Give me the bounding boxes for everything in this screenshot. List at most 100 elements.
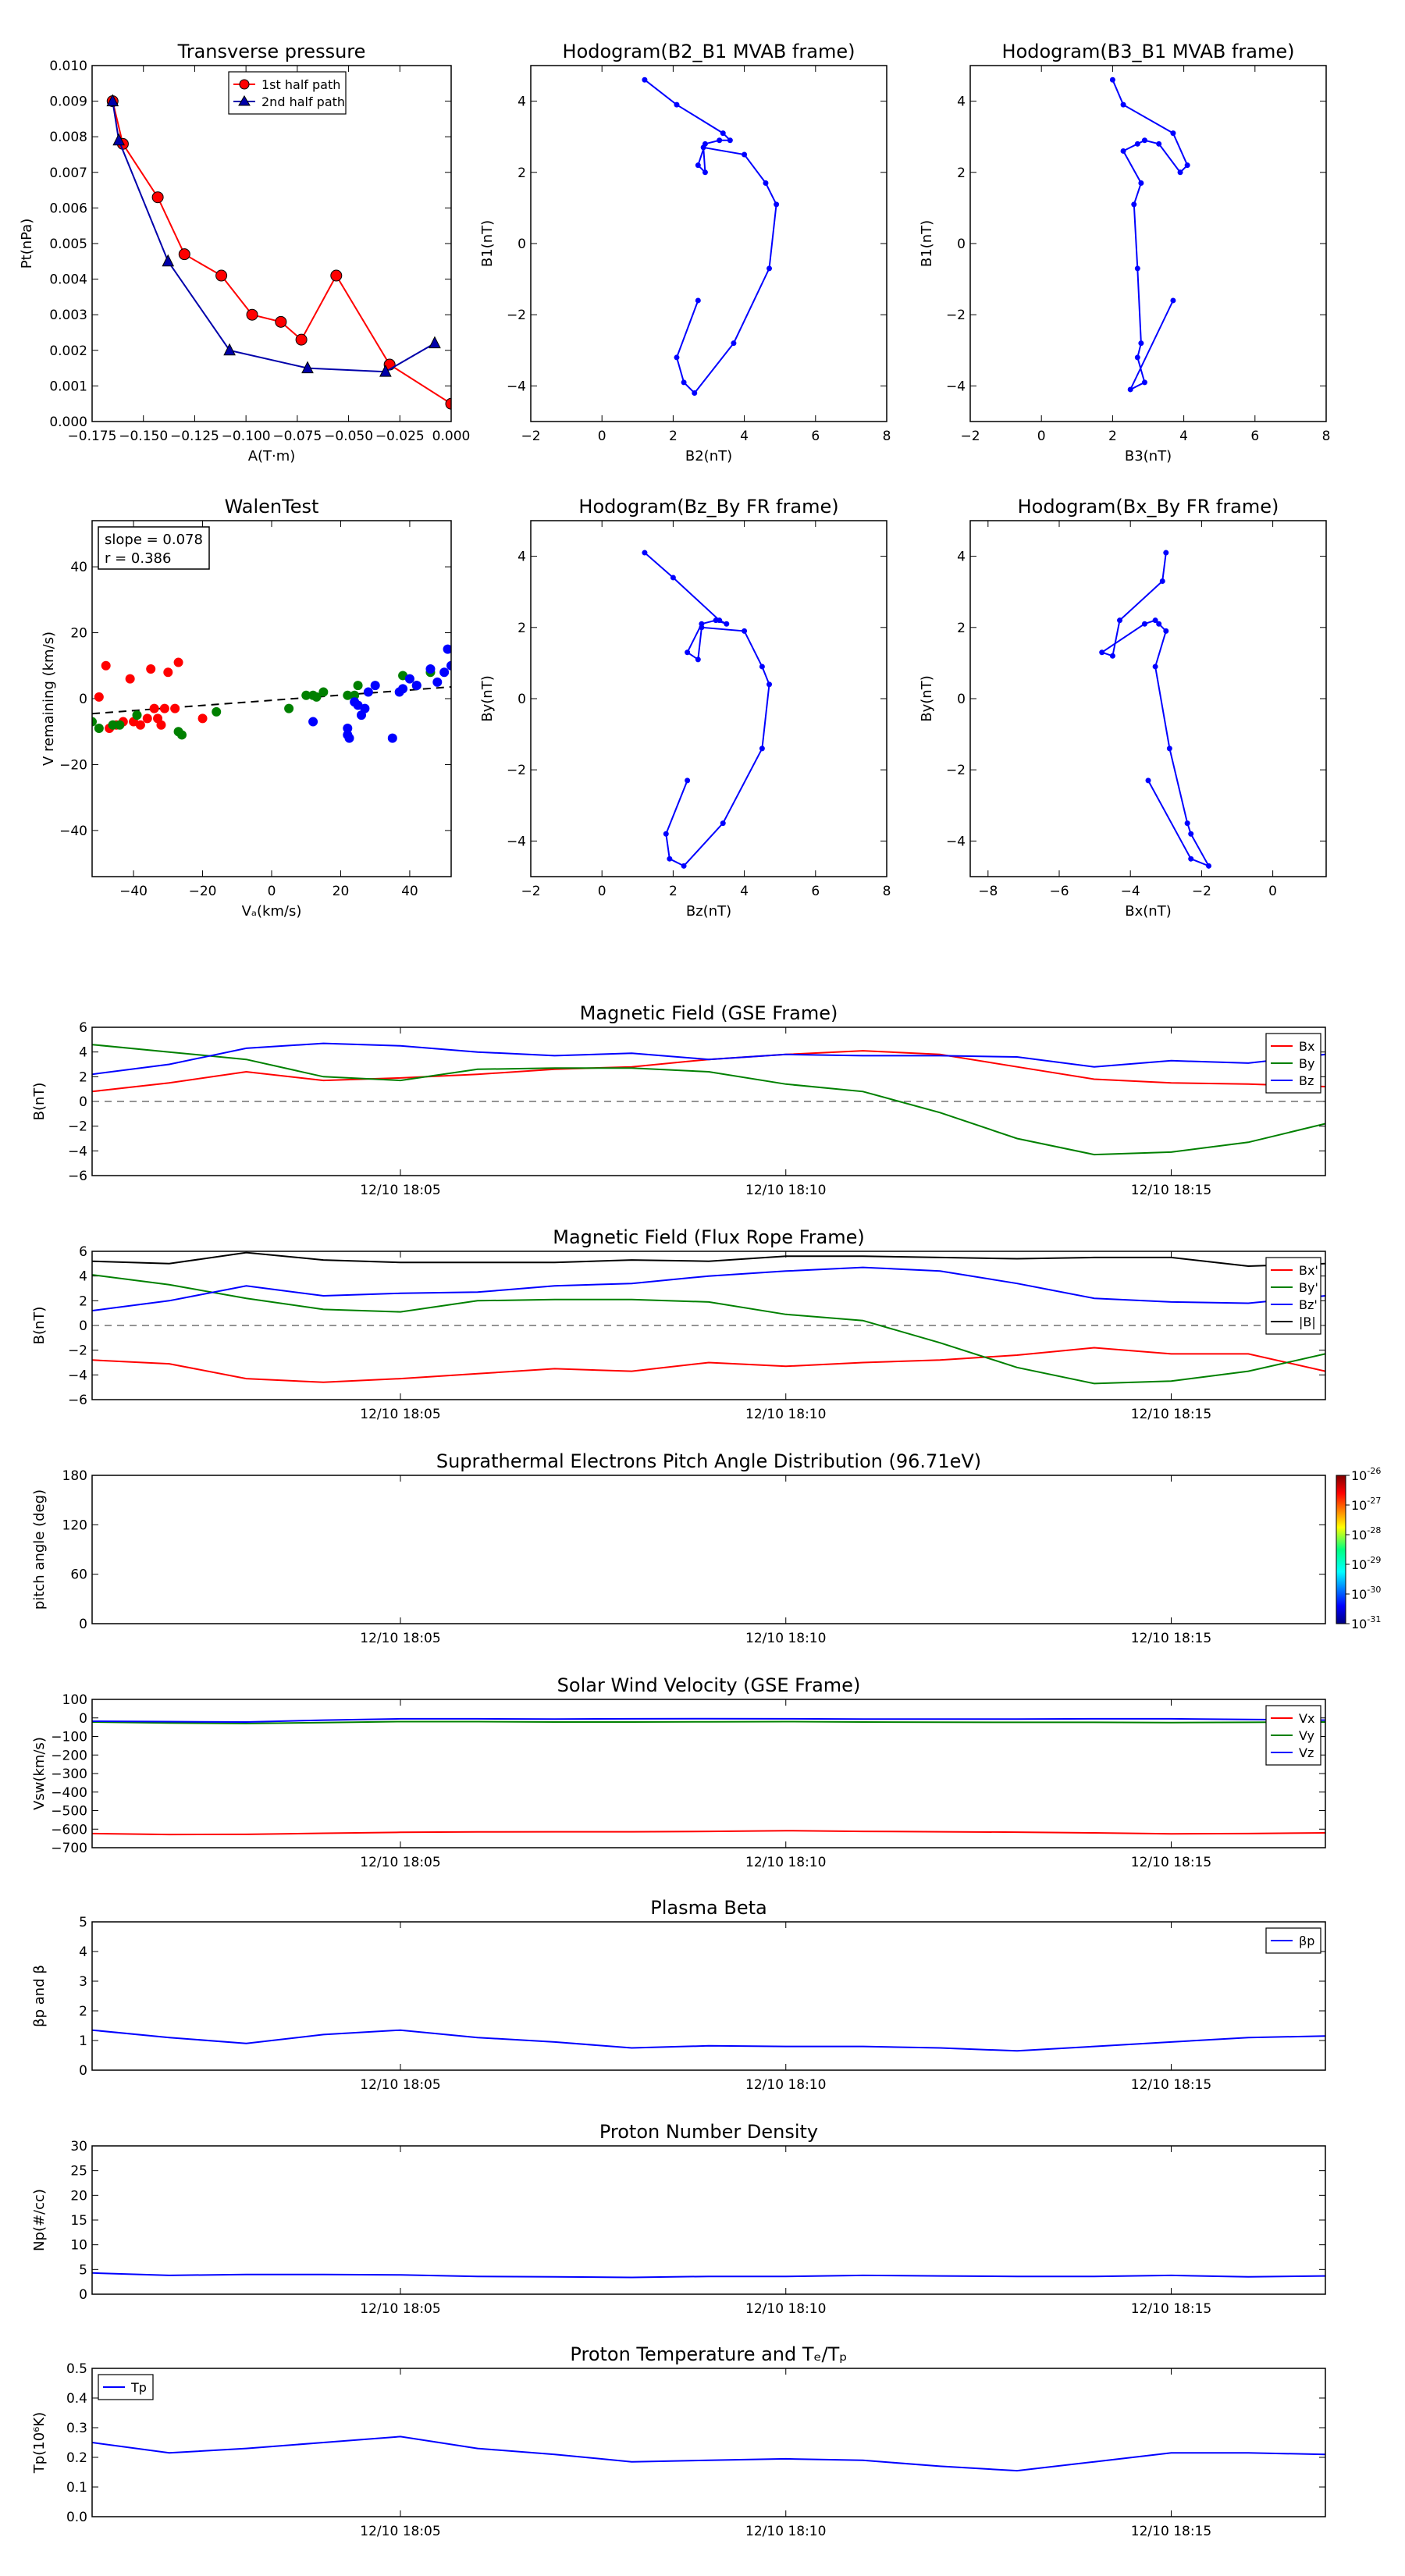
ytick-label-transverse: 0.005 bbox=[49, 237, 87, 252]
scatter-point-x-1 bbox=[101, 660, 111, 671]
legend-label-bgse-0: Bx bbox=[1299, 1039, 1314, 1054]
x-axis-label-hodo3: Bz(nT) bbox=[686, 903, 731, 920]
legend-label-bfr-2: Bz' bbox=[1299, 1297, 1318, 1312]
xtick-label-hodo3: −2 bbox=[521, 884, 540, 899]
ytick-label-vsw: 0 bbox=[79, 1711, 87, 1727]
scatter-point-x-16 bbox=[173, 657, 183, 667]
walen-annotation: slope = 0.078 r = 0.386 bbox=[98, 526, 210, 570]
data-point-transverse-1-4 bbox=[301, 361, 314, 374]
ytick-label-np: 0 bbox=[79, 2287, 87, 2303]
colorbar-exponent-1: -27 bbox=[1367, 1496, 1381, 1506]
panel-bfr: Magnetic Field (Flux Rope Frame) −6 −4 −2 0 2… bbox=[31, 1226, 1326, 1422]
scatter-point-z-10 bbox=[387, 733, 397, 743]
chart-title-vsw: Solar Wind Velocity (GSE Frame) bbox=[557, 1674, 861, 1696]
xtick-label-transverse: −0.050 bbox=[324, 429, 373, 444]
y-axis-label-pad: pitch angle (deg) bbox=[31, 1489, 48, 1610]
plot-frame-hodo2 bbox=[969, 65, 1327, 422]
xtick-label-hodo4: −6 bbox=[1049, 884, 1069, 899]
scatter-point-y-9 bbox=[301, 690, 311, 700]
ytick-label-pad: 180 bbox=[62, 1468, 87, 1484]
panel-pad: Suprathermal Electrons Pitch Angle Distr… bbox=[31, 1450, 1381, 1646]
data-point-hodo1-14 bbox=[692, 390, 698, 397]
annotation-box bbox=[98, 526, 210, 570]
ytick-label-tp: 0.0 bbox=[66, 2510, 87, 2525]
colorbar-exponent-5: -31 bbox=[1367, 1614, 1381, 1624]
scatter-point-y-4 bbox=[132, 710, 142, 720]
ytick-label-vsw: −300 bbox=[51, 1767, 87, 1782]
xtick-label-pad: 12/10 18:05 bbox=[360, 1631, 440, 1646]
ytick-label-vsw: −100 bbox=[51, 1730, 87, 1745]
data-point-hodo3-13 bbox=[720, 820, 726, 827]
series-line-hodo3-0 bbox=[644, 552, 770, 867]
annotation-line-0: slope = 0.078 bbox=[105, 532, 203, 548]
colorbar-label-0: 10-26 bbox=[1351, 1466, 1381, 1483]
scatter-point-x-14 bbox=[163, 667, 173, 678]
chart-title-walen: WalenTest bbox=[225, 496, 319, 518]
xtick-label-hodo2: 4 bbox=[1179, 429, 1188, 444]
scatter-point-z-8 bbox=[363, 687, 373, 697]
scatter-point-z-3 bbox=[344, 733, 354, 743]
y-axis-label-vsw: Vsw(km/s) bbox=[31, 1737, 48, 1810]
scatter-point-z-14 bbox=[411, 681, 422, 691]
xtick-label-transverse: −0.175 bbox=[68, 429, 117, 444]
xtick-label-hodo3: 4 bbox=[740, 884, 749, 899]
data-point-hodo3-3 bbox=[724, 621, 730, 627]
xtick-label-hodo1: −2 bbox=[521, 429, 540, 444]
data-point-hodo2-12 bbox=[1138, 340, 1144, 347]
data-point-hodo2-13 bbox=[1134, 354, 1140, 361]
xtick-label-transverse: 0.000 bbox=[432, 429, 471, 444]
panel-hodo1: Hodogram(B2_B1 MVAB frame) −4 −2 0 2 4 −2 0 2 4 6 8… bbox=[479, 41, 891, 464]
panel-bgse: Magnetic Field (GSE Frame) −6 −4 −2 0 2 4 6 12/1… bbox=[31, 1002, 1326, 1198]
y-axis-label-hodo2: B1(nT) bbox=[919, 220, 935, 267]
xtick-label-bgse: 12/10 18:10 bbox=[745, 1183, 826, 1198]
series-line-bfr-0 bbox=[92, 1347, 1325, 1383]
plot-frame-beta bbox=[91, 1921, 1326, 2071]
xtick-label-hodo2: 0 bbox=[1037, 429, 1046, 444]
x-axis-label-hodo1: B2(nT) bbox=[685, 448, 732, 464]
legend-box-beta bbox=[1265, 1927, 1321, 1954]
data-point-hodo1-11 bbox=[774, 201, 780, 208]
plot-area-walen bbox=[92, 644, 451, 743]
panel-hodo3: Hodogram(Bz_By FR frame) −4 −2 0 2 4 −2 0 2 4 6 8 Bz… bbox=[479, 496, 891, 920]
data-point-hodo1-10 bbox=[763, 180, 769, 186]
xtick-label-bfr: 12/10 18:15 bbox=[1131, 1407, 1211, 1422]
data-point-transverse-1-2 bbox=[162, 254, 175, 267]
data-point-hodo2-0 bbox=[1109, 76, 1115, 83]
chart-title-hodo3: Hodogram(Bz_By FR frame) bbox=[578, 496, 838, 518]
ytick-label-pad: 60 bbox=[70, 1567, 87, 1583]
panel-transverse: Transverse pressure 0.000 0.001 0.002 0.003 0… bbox=[19, 41, 470, 464]
xtick-label-tp: 12/10 18:05 bbox=[360, 2524, 440, 2539]
ytick-label-bgse: −6 bbox=[68, 1169, 87, 1184]
legend-label-vsw-2: Vz bbox=[1299, 1745, 1314, 1760]
data-point-hodo2-14 bbox=[1141, 379, 1147, 386]
data-point-hodo4-13 bbox=[1206, 863, 1212, 869]
scatter-point-z-15 bbox=[425, 664, 436, 674]
series-line-np-0 bbox=[92, 2272, 1325, 2279]
plot-area-np bbox=[92, 2272, 1325, 2279]
data-point-hodo1-4 bbox=[717, 137, 723, 144]
ytick-label-tp: 0.1 bbox=[66, 2480, 87, 2496]
scatter-point-y-1 bbox=[94, 724, 104, 733]
plot-area-hodo3 bbox=[642, 550, 773, 869]
data-point-hodo1-0 bbox=[642, 76, 648, 83]
plot-area-transverse bbox=[106, 94, 451, 410]
scatter-point-y-13 bbox=[343, 690, 353, 700]
ytick-label-transverse: 0.008 bbox=[49, 130, 87, 145]
ytick-label-beta: 5 bbox=[79, 1915, 87, 1930]
chart-title-transverse: Transverse pressure bbox=[177, 41, 366, 62]
ytick-label-np: 25 bbox=[70, 2164, 87, 2179]
xtick-label-bfr: 12/10 18:05 bbox=[360, 1407, 440, 1422]
legend-tp: Tp bbox=[98, 2374, 154, 2400]
colorbar-mantissa-0: 10 bbox=[1351, 1468, 1367, 1483]
plot-area-hodo2 bbox=[1109, 76, 1190, 393]
legend-vsw: Vx Vy Vz bbox=[1265, 1705, 1321, 1766]
data-point-hodo3-7 bbox=[695, 656, 701, 663]
ytick-label-hodo3: 2 bbox=[518, 621, 526, 636]
plot-frame-np bbox=[91, 2145, 1326, 2295]
ytick-label-tp: 0.2 bbox=[66, 2450, 87, 2466]
ytick-label-hodo2: 0 bbox=[957, 237, 966, 252]
data-point-hodo1-15 bbox=[681, 379, 687, 386]
xtick-label-hodo4: −8 bbox=[978, 884, 998, 899]
x-axis-label-walen: Vₐ(km/s) bbox=[242, 903, 302, 920]
series-line-bgse-2 bbox=[92, 1042, 1325, 1076]
